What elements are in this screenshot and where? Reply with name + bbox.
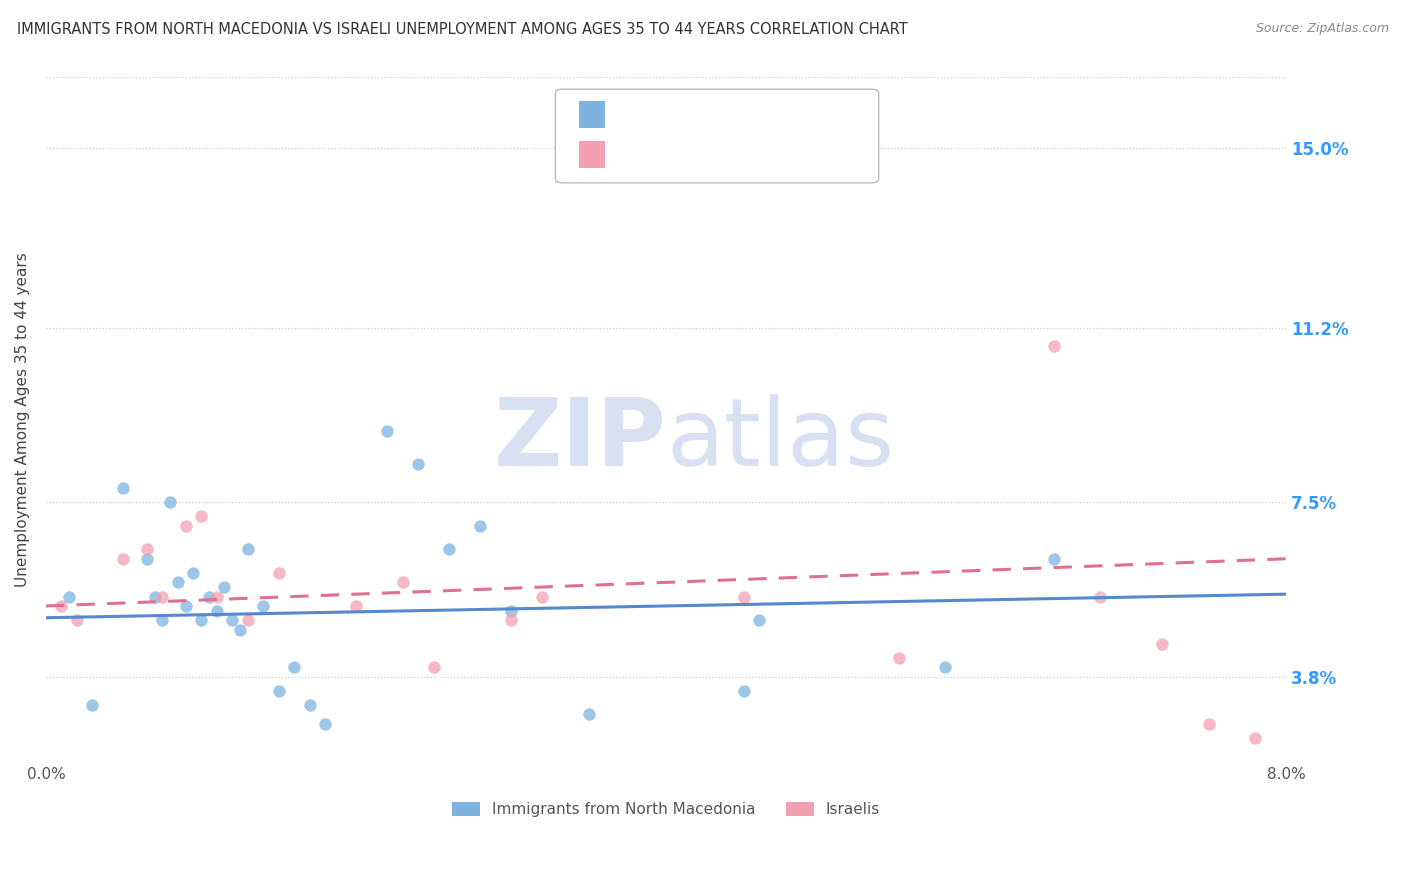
Point — [252, 599, 274, 613]
Point — [112, 481, 135, 495]
Text: R = 0.081  N = 32: R = 0.081 N = 32 — [616, 107, 766, 121]
Point — [166, 575, 188, 590]
Point — [1042, 339, 1064, 353]
Point — [267, 566, 290, 580]
Point — [150, 590, 173, 604]
Point — [236, 542, 259, 557]
Text: ZIP: ZIP — [494, 394, 666, 486]
Point — [298, 698, 321, 712]
Point — [205, 604, 228, 618]
Point — [205, 590, 228, 604]
Point — [578, 707, 600, 722]
Point — [344, 599, 367, 613]
Text: IMMIGRANTS FROM NORTH MACEDONIA VS ISRAELI UNEMPLOYMENT AMONG AGES 35 TO 44 YEAR: IMMIGRANTS FROM NORTH MACEDONIA VS ISRAE… — [17, 22, 908, 37]
Point — [422, 660, 444, 674]
Point — [314, 717, 336, 731]
Point — [748, 613, 770, 627]
Y-axis label: Unemployment Among Ages 35 to 44 years: Unemployment Among Ages 35 to 44 years — [15, 252, 30, 587]
Point — [1198, 717, 1220, 731]
Point — [229, 623, 252, 637]
Point — [190, 509, 212, 524]
Point — [887, 651, 910, 665]
Point — [221, 613, 243, 627]
Point — [1042, 551, 1064, 566]
Point — [501, 604, 523, 618]
Text: Source: ZipAtlas.com: Source: ZipAtlas.com — [1256, 22, 1389, 36]
Point — [174, 518, 197, 533]
Point — [66, 613, 89, 627]
Point — [143, 590, 166, 604]
Point — [501, 613, 523, 627]
Point — [82, 698, 104, 712]
Text: R = 0.076  N = 22: R = 0.076 N = 22 — [616, 147, 768, 161]
Point — [733, 590, 755, 604]
Point — [174, 599, 197, 613]
Point — [112, 551, 135, 566]
Point — [733, 684, 755, 698]
Point — [150, 613, 173, 627]
Point — [181, 566, 204, 580]
Point — [468, 518, 491, 533]
Point — [531, 590, 554, 604]
Point — [1090, 590, 1112, 604]
Point — [197, 590, 219, 604]
Point — [267, 684, 290, 698]
Point — [135, 551, 157, 566]
Point — [391, 575, 413, 590]
Point — [58, 590, 80, 604]
Point — [159, 495, 181, 509]
Legend: Immigrants from North Macedonia, Israelis: Immigrants from North Macedonia, Israeli… — [446, 796, 886, 823]
Point — [214, 580, 236, 594]
Point — [236, 613, 259, 627]
Point — [1152, 637, 1174, 651]
Point — [283, 660, 305, 674]
Point — [934, 660, 956, 674]
Point — [375, 425, 398, 439]
Point — [406, 458, 429, 472]
Point — [135, 542, 157, 557]
Point — [190, 613, 212, 627]
Text: atlas: atlas — [666, 394, 894, 486]
Point — [437, 542, 460, 557]
Point — [1244, 731, 1267, 745]
Point — [51, 599, 73, 613]
